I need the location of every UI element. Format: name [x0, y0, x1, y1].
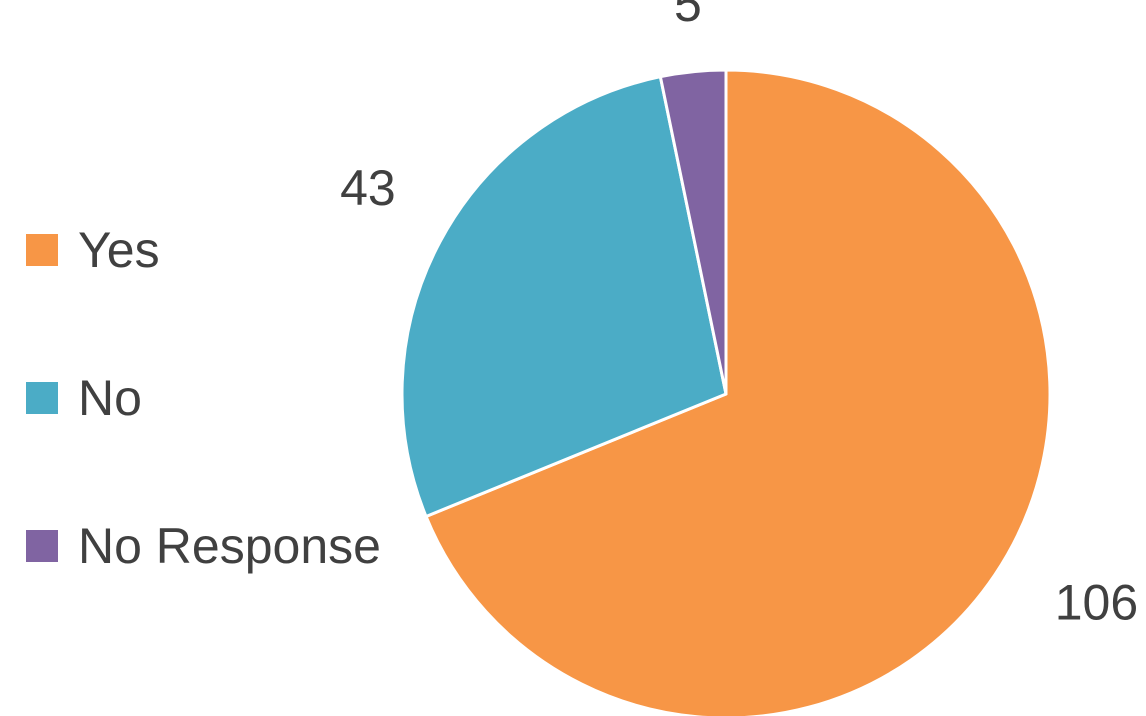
legend-swatch	[26, 234, 58, 266]
data-label-yes: 106	[1055, 575, 1138, 631]
legend-label: No	[78, 370, 142, 426]
legend-swatch	[26, 382, 58, 414]
data-labels: 106 43 5	[340, 0, 1138, 631]
pie-slices	[400, 68, 1052, 716]
data-label-no: 43	[340, 160, 396, 216]
pie-slice-no-response	[658, 68, 728, 396]
data-label-no-response: 5	[674, 0, 702, 32]
pie-slice-no	[400, 75, 728, 518]
legend-entry-no-response: No Response	[26, 518, 381, 574]
legend-swatch	[26, 530, 58, 562]
legend-label: Yes	[78, 222, 160, 278]
legend-entry-no: No	[26, 370, 142, 426]
pie-slice-yes	[424, 68, 1052, 716]
legend-entry-yes: Yes	[26, 222, 160, 278]
legend: Yes No No Response	[26, 222, 381, 574]
legend-label: No Response	[78, 518, 381, 574]
